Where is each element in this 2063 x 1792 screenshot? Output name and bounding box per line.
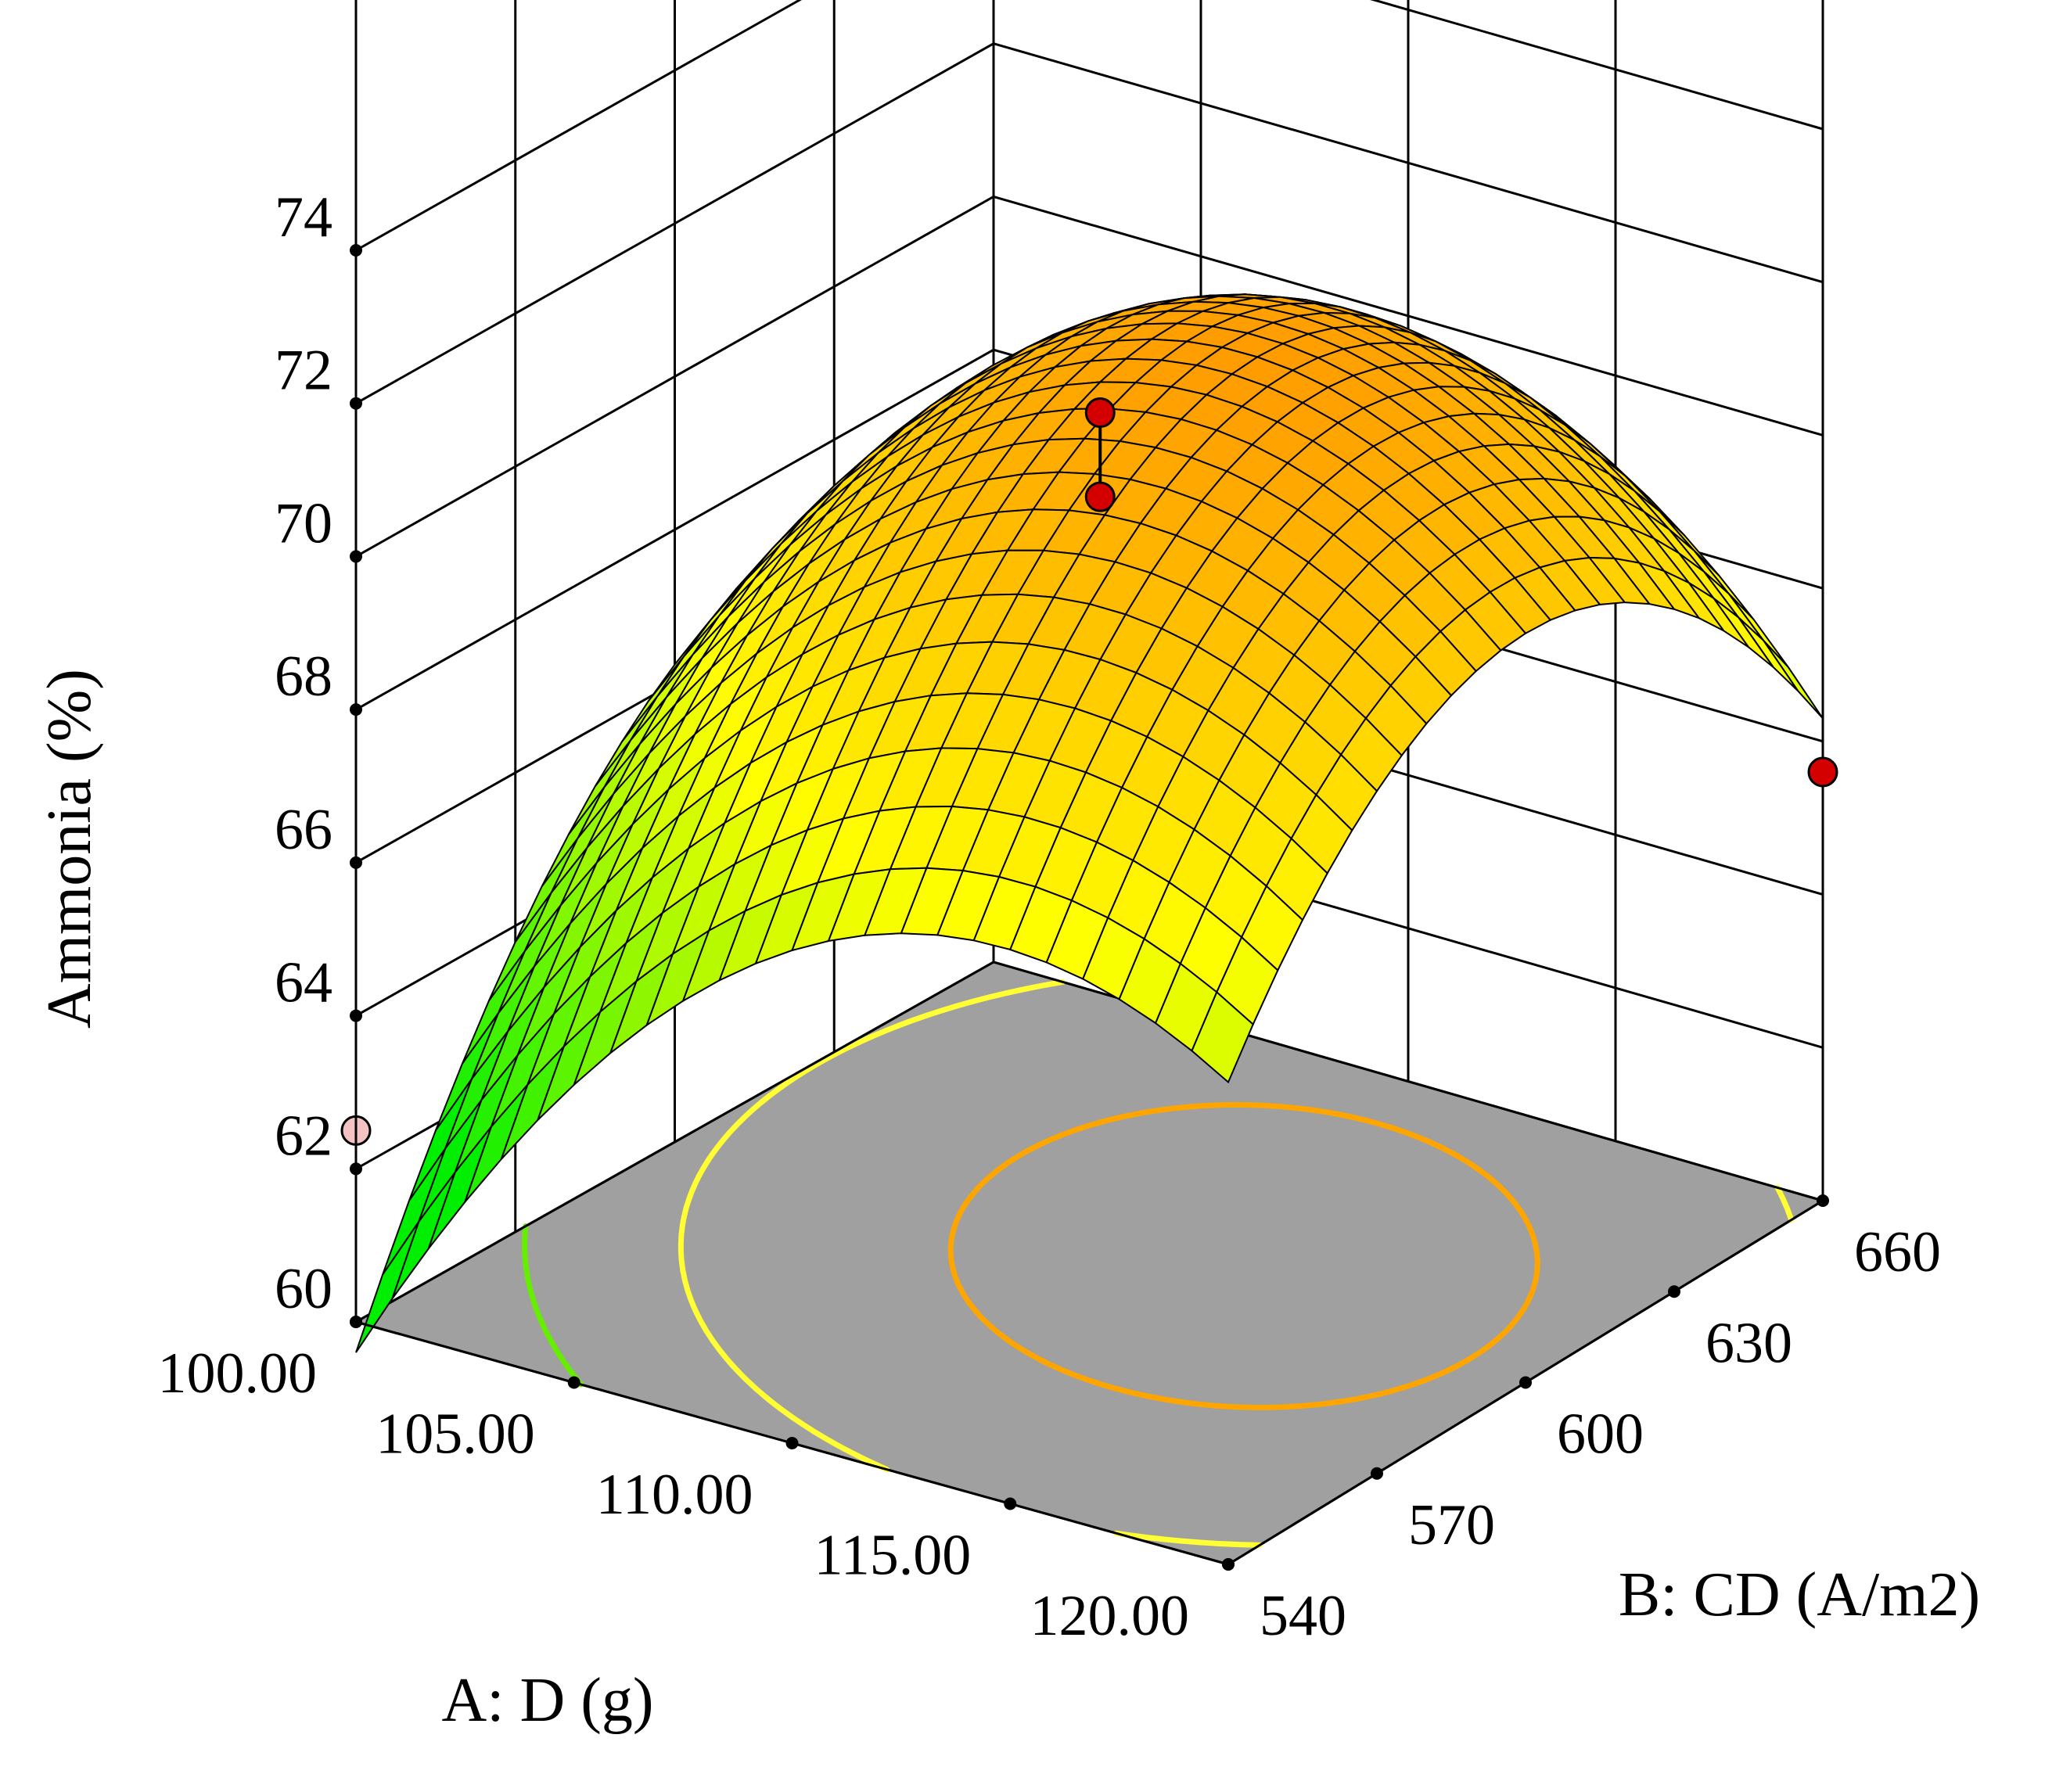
left-wall-gridline-h — [355, 961, 994, 1323]
left-wall-gridline-h — [355, 196, 994, 558]
x-tick-mark — [350, 1316, 362, 1328]
design-point-2 — [1084, 481, 1116, 512]
z-tick-mark — [350, 1009, 362, 1022]
x-tick-mark — [567, 1376, 580, 1389]
contour-line-3 — [522, 1223, 584, 1388]
z-tick-mark — [350, 244, 362, 257]
z-tick-label: 62 — [275, 1104, 332, 1168]
y-axis-title: B: CD (A/m2) — [1619, 1560, 1980, 1629]
y-tick-mark — [1817, 1194, 1829, 1207]
z-tick-label: 74 — [275, 185, 332, 250]
x-tick-label: 110.00 — [596, 1463, 753, 1527]
z-tick-label: 66 — [275, 798, 332, 862]
x-tick-label: 105.00 — [376, 1402, 535, 1467]
z-tick-label: 70 — [275, 491, 332, 555]
surface-patch — [1191, 990, 1254, 1084]
x-tick-label: 115.00 — [814, 1524, 971, 1588]
z-axis-title: Ammonia (%) — [35, 669, 104, 1029]
x-tick-mark — [785, 1437, 799, 1449]
z-tick-label: 64 — [275, 951, 332, 1015]
left-wall-gridline-h — [355, 42, 994, 405]
x-tick-label: 120.00 — [1030, 1584, 1190, 1648]
z-tick-mark — [350, 703, 362, 716]
y-tick-label: 600 — [1557, 1402, 1644, 1467]
y-tick-label: 570 — [1408, 1493, 1495, 1557]
z-tick-label: 60 — [275, 1257, 332, 1321]
y-tick-mark — [1519, 1376, 1532, 1389]
z-tick-mark — [350, 1162, 362, 1176]
z-tick-mark — [350, 856, 362, 869]
back-wall-gridline-h — [993, 42, 1824, 284]
y-tick-mark — [1668, 1285, 1680, 1298]
z-tick-mark — [350, 397, 362, 410]
back-wall-gridline-h — [993, 195, 1824, 436]
y-tick-label: 630 — [1705, 1311, 1792, 1375]
z-tick-mark — [350, 550, 362, 563]
design-point-1 — [1084, 397, 1116, 429]
y-tick-mark — [1222, 1558, 1235, 1571]
contour-line-2 — [677, 979, 1795, 1548]
x-tick-label: 100.00 — [158, 1341, 318, 1406]
y-tick-label: 660 — [1854, 1220, 1941, 1284]
left-wall-gridline-h — [355, 348, 994, 711]
y-tick-label: 540 — [1260, 1584, 1346, 1648]
z-tick-label: 72 — [275, 339, 332, 403]
back-wall-gridline-h — [1370, 0, 1824, 131]
x-tick-mark — [1004, 1497, 1017, 1510]
left-wall-gridline-h — [355, 0, 803, 252]
design-point-3 — [1807, 756, 1838, 788]
surface-patch — [1738, 616, 1799, 692]
x-axis-title: A: D (g) — [441, 1666, 653, 1735]
y-tick-mark — [1371, 1467, 1383, 1480]
z-tick-label: 68 — [275, 645, 332, 709]
contour-line-1 — [947, 1101, 1540, 1410]
